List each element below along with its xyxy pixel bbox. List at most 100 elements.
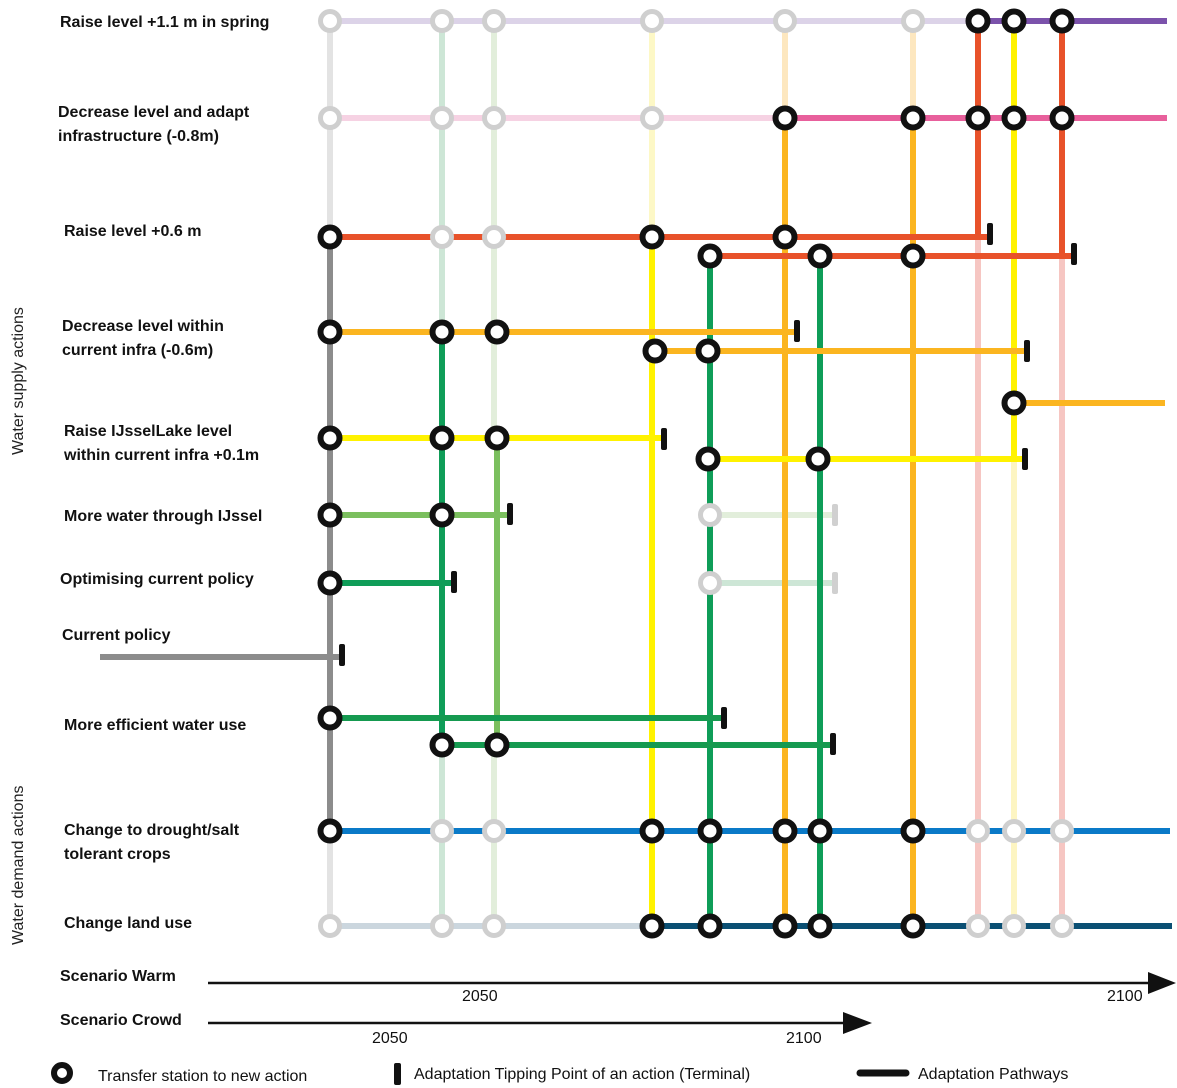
- transfer-station: [1049, 105, 1075, 131]
- transfer-station: [805, 446, 831, 472]
- transfer-stations: [317, 8, 1075, 939]
- legend-transfer-icon: [51, 1062, 73, 1084]
- faded-transfer-station: [1050, 914, 1074, 938]
- transfer-station: [642, 338, 668, 364]
- transfer-station: [484, 319, 510, 345]
- faded-transfer-station: [698, 571, 722, 595]
- transfer-station: [317, 570, 343, 596]
- scenario-crowd-label: Scenario Crowd: [60, 1012, 182, 1029]
- transfer-station: [900, 243, 926, 269]
- faded-transfer-station: [482, 914, 506, 938]
- tipping-point: [339, 644, 345, 666]
- tipping-point: [1022, 448, 1028, 470]
- transfer-station: [317, 705, 343, 731]
- label-decrease-adapt: Decrease level and adapt infrastructure …: [58, 101, 249, 149]
- label-line: infrastructure (-0.8m): [58, 128, 219, 145]
- transfer-station: [317, 224, 343, 250]
- transfer-station: [429, 732, 455, 758]
- transfer-station: [317, 502, 343, 528]
- label-line: Optimising current policy: [60, 571, 254, 588]
- transfer-station: [1001, 8, 1027, 34]
- faded-transfer-station: [640, 9, 664, 33]
- tipping-point: [451, 571, 457, 593]
- label-land-use: Change land use: [64, 912, 192, 936]
- transfer-station: [317, 319, 343, 345]
- tipping-point: [507, 503, 513, 525]
- scenario-warm-year-2100: 2100: [1107, 988, 1143, 1005]
- faded-transfer-station: [318, 9, 342, 33]
- faded-transfer-station: [482, 819, 506, 843]
- faded-transfer-station: [1002, 914, 1026, 938]
- label-raise-ijssel: Raise IJsselLake level within current in…: [64, 420, 259, 468]
- label-line: Change land use: [64, 915, 193, 932]
- transfer-station: [695, 446, 721, 472]
- tipping-point: [830, 733, 836, 755]
- scenario-warm-year-2050: 2050: [462, 988, 498, 1005]
- label-line: Raise level +0.6 m: [64, 223, 202, 240]
- faded-transfer-station: [430, 914, 454, 938]
- transfer-station: [639, 818, 665, 844]
- label-efficient: More efficient water use: [64, 714, 246, 738]
- transfer-station: [484, 732, 510, 758]
- faded-transfer-station: [966, 914, 990, 938]
- label-current-policy: Current policy: [62, 624, 170, 648]
- transfer-station: [965, 105, 991, 131]
- label-line: Raise IJsselLake level: [64, 423, 233, 440]
- transfer-station: [317, 818, 343, 844]
- faded-transfer-station: [430, 225, 454, 249]
- faded-transfer-station: [966, 819, 990, 843]
- label-line: Change to drought/salt: [64, 822, 240, 839]
- transfer-station: [900, 913, 926, 939]
- tipping-point: [661, 428, 667, 450]
- transfer-station: [807, 913, 833, 939]
- label-raise-spring: Raise level +1.1 m in spring: [60, 11, 269, 35]
- label-line: Raise level +1.1 m in spring: [60, 14, 270, 31]
- scenario-crowd-arrowhead: [843, 1012, 872, 1034]
- faded-transfer-station: [430, 819, 454, 843]
- transfer-station: [965, 8, 991, 34]
- transfer-station: [697, 818, 723, 844]
- faded-transfer-station: [482, 106, 506, 130]
- transfer-station: [639, 913, 665, 939]
- legend-tipping-icon: [394, 1063, 401, 1085]
- transfer-station: [772, 105, 798, 131]
- transfer-station: [429, 319, 455, 345]
- transfer-station: [900, 105, 926, 131]
- faded-transfer-station: [482, 9, 506, 33]
- faded-tipping-point: [832, 504, 838, 526]
- transfer-station: [317, 425, 343, 451]
- tipping-point: [721, 707, 727, 729]
- transfer-station: [807, 243, 833, 269]
- tipping-point: [794, 320, 800, 342]
- faded-transfer-station: [901, 9, 925, 33]
- label-line: current infra (-0.6m): [62, 342, 214, 359]
- label-line: More water through IJssel: [64, 508, 263, 525]
- transfer-station: [697, 243, 723, 269]
- scenario-arrows: [208, 972, 1176, 1034]
- legend-tipping-label: Adaptation Tipping Point of an action (T…: [414, 1066, 751, 1083]
- transfer-station: [697, 913, 723, 939]
- group-label-supply: Water supply actions: [10, 307, 27, 455]
- faded-transfer-station: [640, 106, 664, 130]
- faded-transfer-station: [1002, 819, 1026, 843]
- faded-transfer-station: [430, 106, 454, 130]
- tipping-point: [987, 223, 993, 245]
- scenario-warm-label: Scenario Warm: [60, 968, 176, 985]
- transfer-station: [1001, 390, 1027, 416]
- transfer-station: [695, 338, 721, 364]
- transfer-station: [772, 818, 798, 844]
- label-raise-06: Raise level +0.6 m: [64, 220, 201, 244]
- transfer-station: [429, 502, 455, 528]
- group-label-demand: Water demand actions: [10, 785, 27, 945]
- transfer-station: [807, 818, 833, 844]
- transfer-station: [1001, 105, 1027, 131]
- label-line: Current policy: [62, 627, 171, 644]
- faded-transfer-station: [773, 9, 797, 33]
- label-more-water: More water through IJssel: [64, 505, 262, 529]
- faded-transfer-station: [318, 106, 342, 130]
- transfer-station: [484, 425, 510, 451]
- faded-transfer-station: [318, 914, 342, 938]
- scenario-crowd-year-2100: 2100: [786, 1030, 822, 1047]
- label-line: tolerant crops: [64, 846, 171, 863]
